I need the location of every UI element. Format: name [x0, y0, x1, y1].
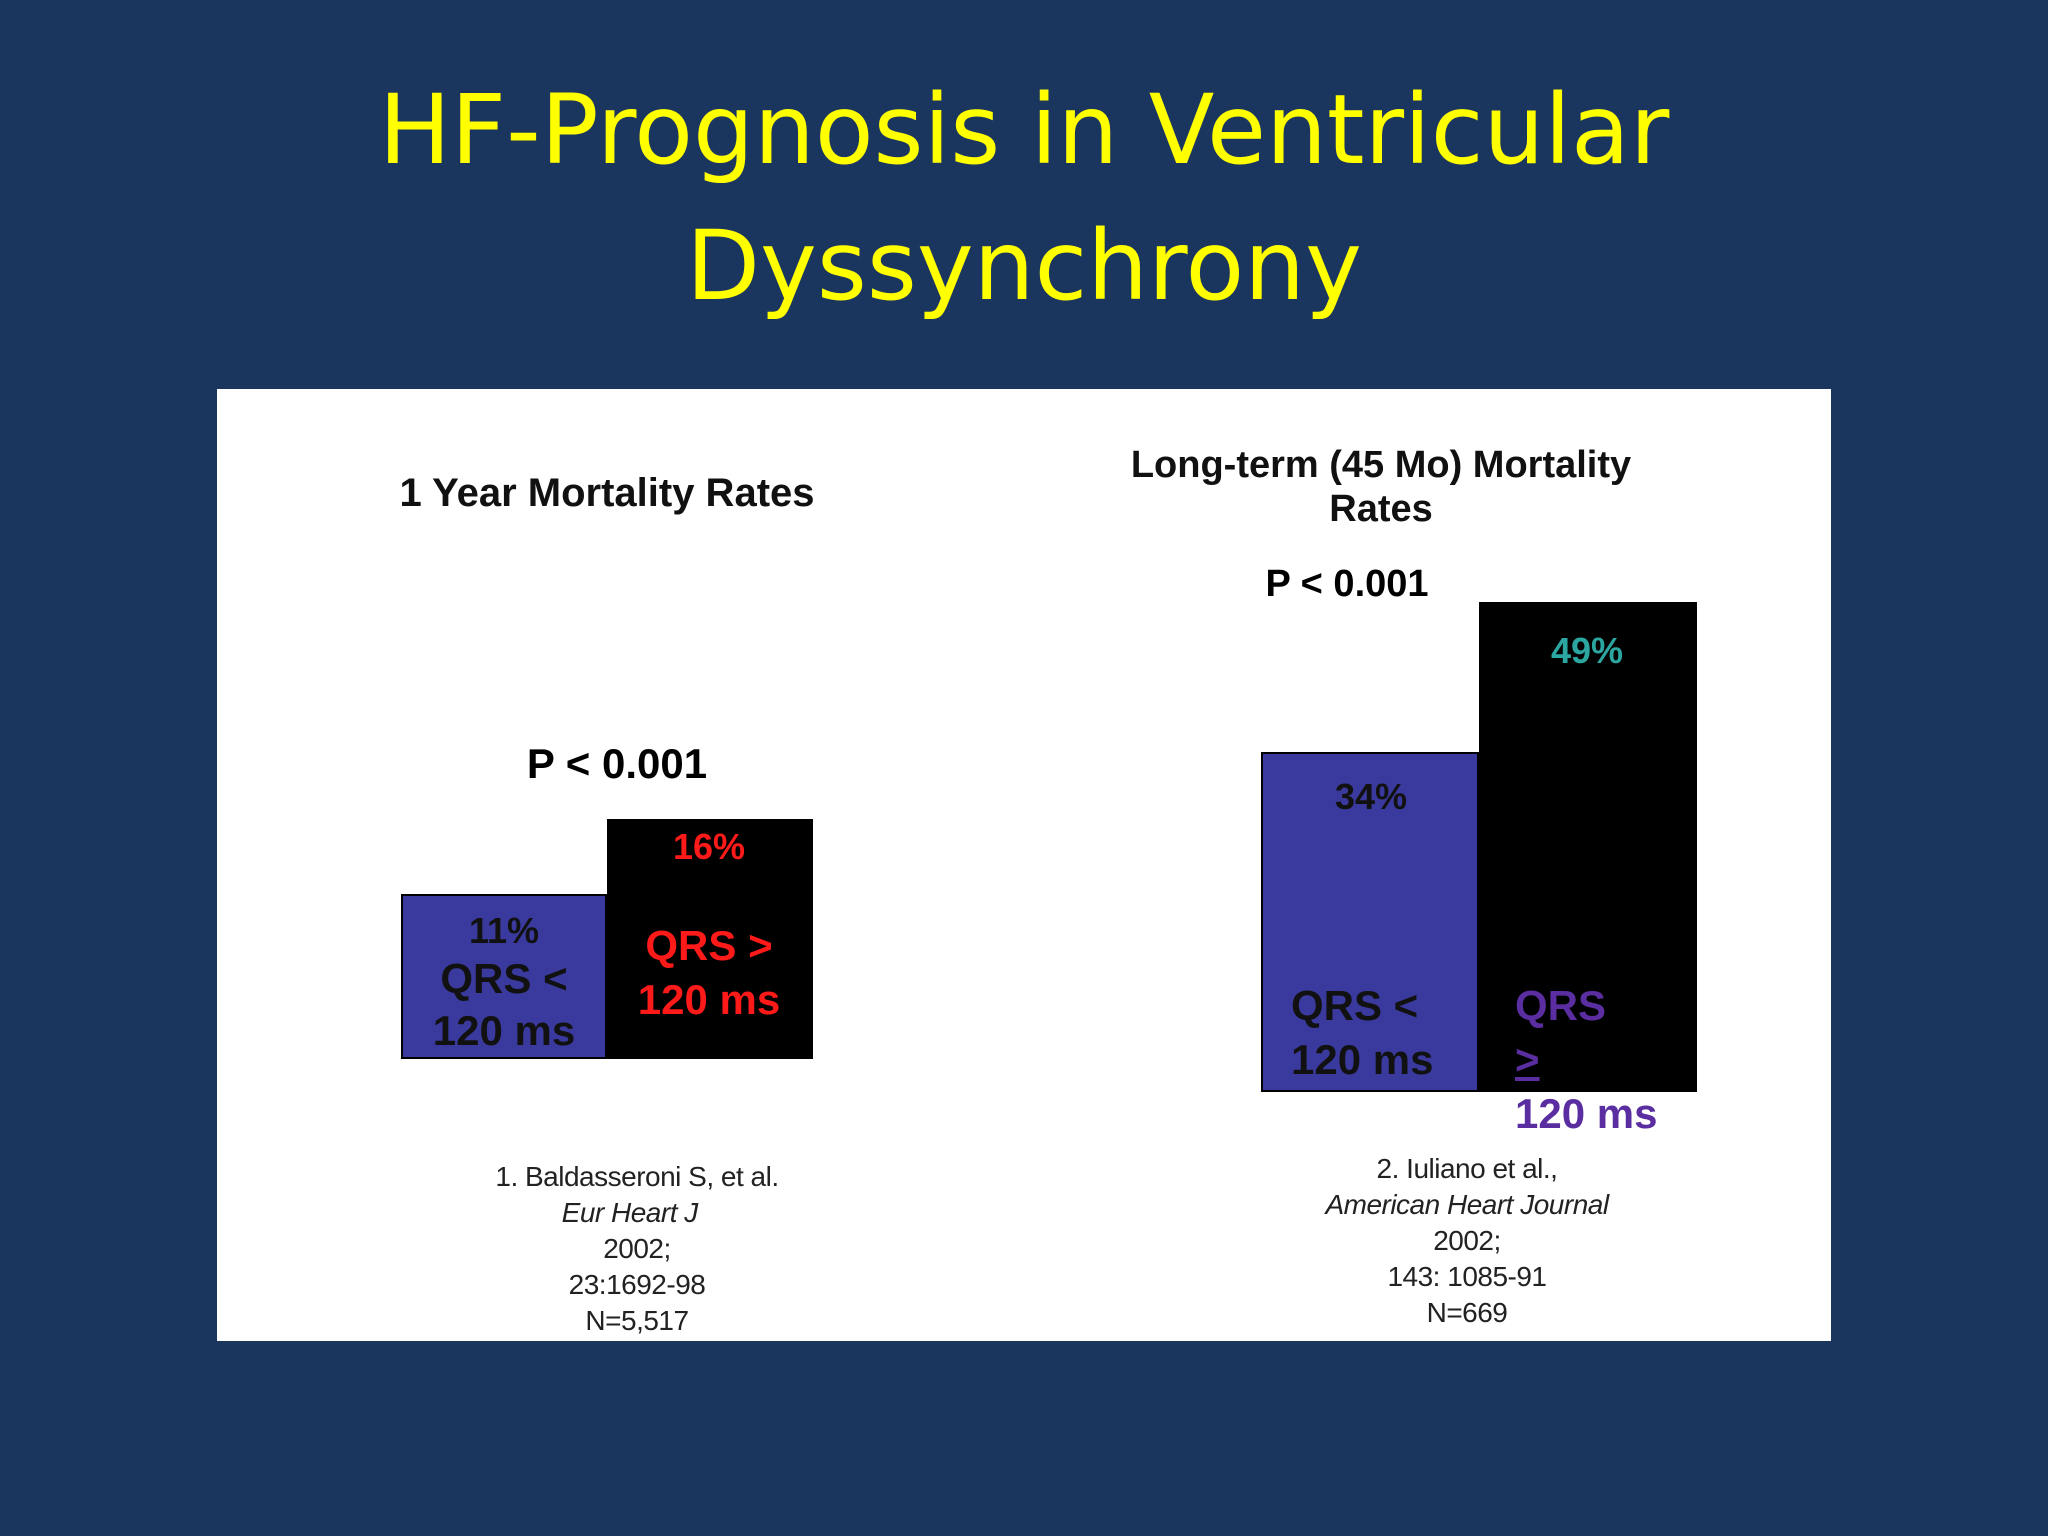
chart1-bar2-category-line1: QRS > [645, 922, 773, 969]
chart1-bar1-value-label: 11% [468, 910, 540, 951]
slide-title: HF-Prognosis in Ventricular Dyssynchrony [0, 62, 2048, 334]
chart2-citation-line1: 2. Iuliano et al., American Heart Journa… [1325, 1153, 1609, 1256]
chart2-bar2-category-line2: 120 ms [1515, 1090, 1658, 1137]
chart1-citation-line2: 23:1692-98 [568, 1269, 706, 1300]
chart1-bar1-category-line2: 120 ms [432, 1007, 576, 1054]
chart1-title-text: 1 Year Mortality Rates [399, 471, 815, 515]
chart2-citation-line3: N=669 [1426, 1297, 1508, 1328]
chart2-bar2-value-label: 49% [1550, 630, 1624, 671]
chart2-title: Long-term (45 Mo) Mortality Rates [1031, 443, 1731, 531]
chart-panel: 1 Year Mortality Rates P < 0.001 11% QRS… [217, 389, 1831, 1341]
chart1-citation-line3: N=5,517 [585, 1305, 689, 1336]
chart2-bar2-category-line1: QRS > [1515, 982, 1607, 1083]
chart1-citation-line1: 1. Baldasseroni S, et al. Eur Heart J 20… [495, 1161, 779, 1264]
chart2-title-line1: Long-term (45 Mo) Mortality [1130, 444, 1632, 486]
chart1-bar1-category-label: QRS < 120 ms [401, 953, 607, 1057]
chart2-bar-short-qrs [1261, 752, 1479, 1092]
chart1-bar2-category-line2: 120 ms [637, 976, 781, 1023]
chart2-bar1-category-line1: QRS < [1291, 982, 1419, 1029]
chart1-bar1-category-line1: QRS < [440, 955, 568, 1002]
chart2-citation: 2. Iuliano et al., American Heart Journa… [1157, 1151, 1777, 1331]
chart1-bar2-category-label: QRS > 120 ms [606, 919, 812, 1027]
chart2-bar1-value-label: 34% [1334, 776, 1408, 817]
slide-title-line2: Dyssynchrony [686, 210, 1362, 322]
chart1-bar-long-qrs [607, 819, 813, 1059]
chart2-p-value: P < 0.001 [1265, 563, 1429, 605]
chart1-bar2-value-label: 16% [672, 826, 746, 867]
chart2-bar1-category-line2: 120 ms [1291, 1036, 1434, 1083]
chart2-title-line2: Rates [1329, 488, 1433, 530]
chart2-bar-long-qrs [1479, 602, 1697, 1092]
chart1-p-value: P < 0.001 [526, 740, 708, 787]
chart1-title: 1 Year Mortality Rates [367, 469, 847, 517]
chart2-bar2-category-label: QRS > 120 ms [1479, 979, 1695, 1141]
slide-title-line1: HF-Prognosis in Ventricular [378, 74, 1670, 186]
chart1-citation: 1. Baldasseroni S, et al. Eur Heart J 20… [287, 1159, 987, 1339]
chart1-bar-short-qrs [401, 894, 607, 1059]
chart2-citation-line2: 143: 1085-91 [1387, 1261, 1547, 1292]
chart2-bar1-category-label: QRS < 120 ms [1263, 979, 1479, 1087]
